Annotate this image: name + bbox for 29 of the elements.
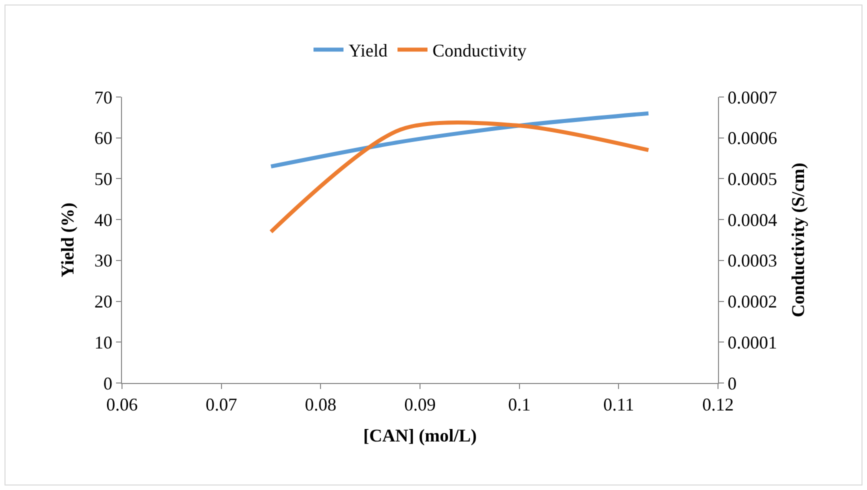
x-tick-label: 0.08 — [304, 394, 336, 415]
y2-tick-label: 0.0004 — [728, 210, 778, 230]
y2-tick-label: 0.0001 — [728, 332, 778, 352]
x-tick-label: 0.07 — [206, 394, 238, 415]
line-series — [269, 111, 650, 168]
x-tick-label: 0.09 — [404, 394, 436, 415]
y-tick-label: 10 — [94, 332, 112, 352]
x-tick-label: 0.1 — [508, 394, 531, 415]
y-tick-label: 0 — [103, 373, 112, 394]
y2-tick-label: 0.0006 — [728, 128, 778, 148]
y2-tick-label: 0.0003 — [728, 250, 778, 271]
x-tick-label: 0.12 — [702, 394, 734, 415]
y-tick-label: 70 — [94, 87, 112, 108]
y2-tick-label: 0.0007 — [728, 87, 778, 108]
y2-axis-title: Conductivity (S/cm) — [788, 162, 808, 318]
y-tick-label: 20 — [94, 292, 112, 312]
x-tick-label: 0.11 — [603, 394, 634, 415]
y2-tick-label: 0 — [728, 373, 737, 394]
y-tick-label: 50 — [94, 169, 112, 190]
legend-label: Conductivity — [432, 40, 526, 61]
y-axis-title: Yield (%) — [58, 202, 78, 278]
y2-tick-label: 0.0005 — [728, 169, 778, 190]
y2-tick-label: 0.0002 — [728, 292, 778, 312]
y-tick-label: 60 — [94, 128, 112, 148]
x-tick-label: 0.06 — [106, 394, 138, 415]
x-axis-title: [CAN] (mol/L) — [363, 426, 477, 446]
y-tick-label: 40 — [94, 210, 112, 230]
legend-label: Yield — [348, 40, 388, 61]
y-tick-label: 30 — [94, 250, 112, 271]
